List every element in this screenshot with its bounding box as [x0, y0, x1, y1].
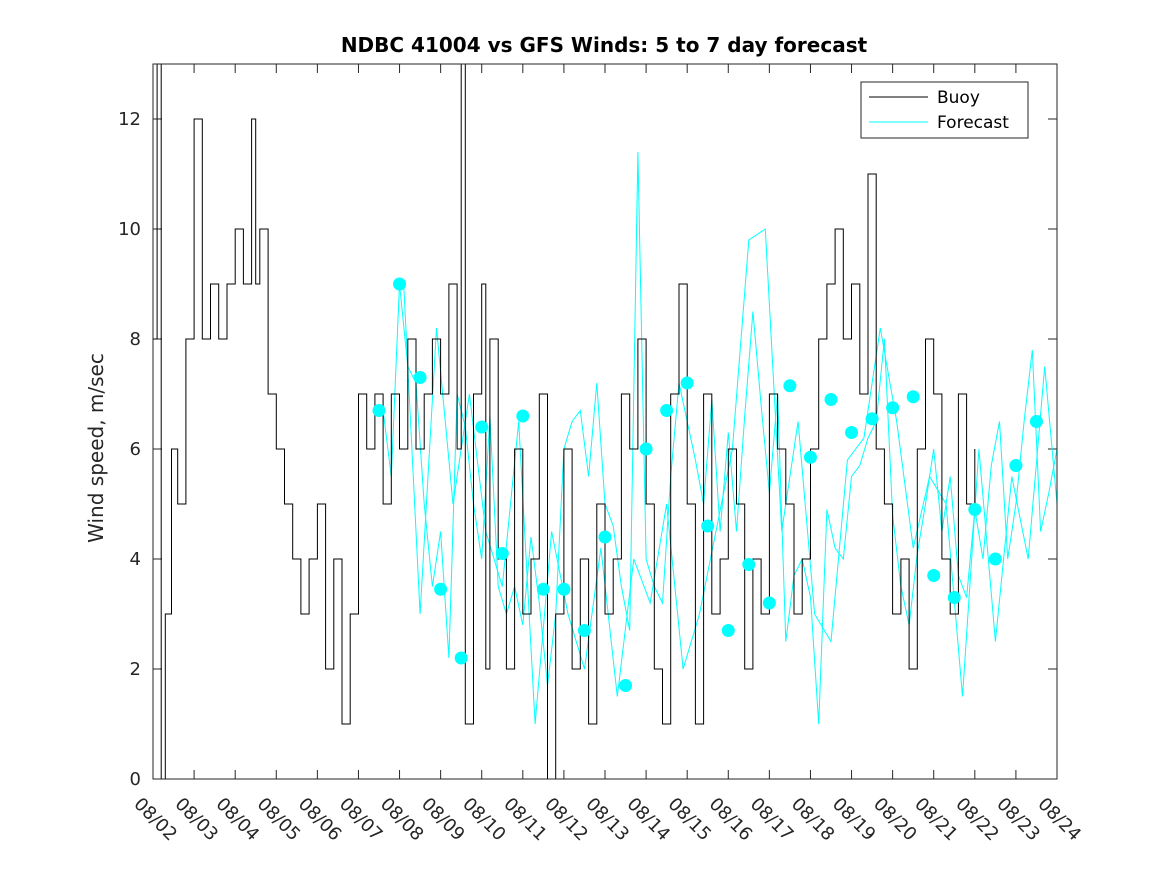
- legend: Buoy Forecast: [860, 81, 1029, 139]
- y-tick-label: 2: [130, 659, 141, 680]
- forecast-marker: [947, 591, 961, 604]
- forecast-marker: [475, 420, 489, 434]
- forecast-marker: [721, 624, 735, 637]
- legend-forecast-label: Forecast: [937, 113, 1009, 133]
- forecast-marker: [495, 547, 509, 560]
- y-tick-label: 0: [130, 769, 141, 790]
- forecast-marker: [393, 277, 407, 291]
- forecast-marker: [577, 624, 591, 637]
- y-tick-label: 4: [130, 549, 141, 570]
- y-tick-label: 6: [130, 439, 141, 460]
- legend-buoy-label: Buoy: [937, 88, 980, 108]
- forecast-marker: [865, 412, 879, 426]
- forecast-marker: [454, 651, 468, 665]
- legend-box: [860, 81, 1029, 139]
- buoy-line: [153, 63, 976, 780]
- y-tick-label: 8: [130, 329, 141, 350]
- forecast-marker: [536, 582, 550, 596]
- buoy-series-group: [153, 63, 976, 780]
- forecast-marker: [927, 569, 941, 582]
- forecast-marker: [824, 393, 838, 406]
- forecast-marker: [639, 442, 653, 456]
- y-tick-label: 10: [118, 219, 141, 240]
- forecast-marker: [742, 558, 756, 571]
- forecast-marker: [434, 582, 448, 596]
- forecast-marker: [598, 530, 612, 544]
- y-tick-labels: 0 2 4 6 8 10 12: [118, 109, 141, 790]
- plot-area: [153, 64, 1057, 779]
- y-axis-label: Wind speed, m/sec: [84, 353, 108, 543]
- forecast-marker: [660, 404, 674, 417]
- forecast-marker: [783, 379, 797, 393]
- forecast-marker: [1009, 459, 1023, 472]
- forecast-marker: [1029, 415, 1043, 428]
- forecast-marker: [906, 390, 920, 404]
- forecast-marker: [968, 503, 982, 516]
- forecast-marker: [557, 582, 571, 596]
- forecast-marker: [372, 404, 386, 417]
- forecast-markers-group: [372, 277, 1043, 692]
- forecast-marker: [619, 679, 633, 692]
- y-tick-label: 12: [118, 109, 141, 130]
- plot-frame: [152, 63, 1058, 780]
- forecast-marker: [516, 409, 530, 423]
- forecast-line-1: [382, 151, 1058, 725]
- forecast-marker: [803, 450, 817, 464]
- forecast-marker: [680, 376, 694, 390]
- forecast-marker: [762, 596, 776, 610]
- forecast-marker: [701, 519, 715, 533]
- forecast-marker: [886, 401, 900, 415]
- forecast-marker: [845, 426, 859, 439]
- chart-title: NDBC 41004 vs GFS Winds: 5 to 7 day fore…: [341, 33, 868, 57]
- forecast-marker: [988, 552, 1002, 566]
- forecast-marker: [413, 371, 427, 384]
